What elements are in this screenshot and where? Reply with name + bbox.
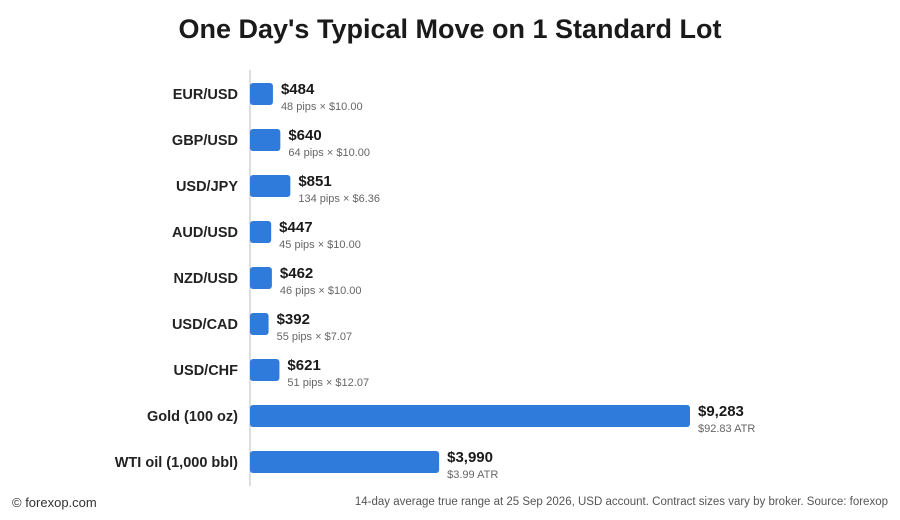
- category-label: WTI oil (1,000 bbl): [115, 455, 238, 471]
- value-label: $621: [287, 357, 320, 374]
- value-label: $462: [280, 265, 313, 282]
- category-label: EUR/USD: [173, 87, 238, 103]
- value-label: $447: [279, 219, 312, 236]
- bar-chart: EUR/USD $484 48 pips × $10.00 GBP/USD $640 64…: [115, 70, 755, 486]
- bar: [250, 359, 280, 381]
- sub-label: 46 pips × $10.00: [280, 285, 362, 297]
- category-label: USD/CHF: [174, 363, 239, 379]
- category-label: GBP/USD: [172, 133, 238, 149]
- value-label: $9,283: [698, 403, 744, 420]
- bar: [250, 313, 269, 335]
- value-label: $484: [281, 81, 315, 98]
- sub-label: $92.83 ATR: [698, 423, 755, 435]
- footer-note: 14-day average true range at 25 Sep 2026…: [354, 496, 888, 508]
- chart-title: One Day's Typical Move on 1 Standard Lot: [178, 14, 722, 44]
- sub-label: 51 pips × $12.07: [287, 377, 369, 389]
- category-label: NZD/USD: [174, 271, 238, 287]
- value-label: $640: [288, 127, 321, 144]
- bar: [250, 267, 272, 289]
- bar: [250, 83, 273, 105]
- category-label: USD/JPY: [176, 179, 238, 195]
- value-label: $851: [298, 173, 331, 190]
- value-label: $3,990: [447, 449, 493, 466]
- category-label: USD/CAD: [172, 317, 238, 333]
- sub-label: 45 pips × $10.00: [279, 239, 361, 251]
- sub-label: 55 pips × $7.07: [277, 331, 353, 343]
- category-label: AUD/USD: [172, 225, 238, 241]
- bar: [250, 221, 272, 243]
- sub-label: 48 pips × $10.00: [281, 101, 363, 113]
- bar: [250, 175, 291, 197]
- sub-label: 134 pips × $6.36: [298, 193, 380, 205]
- bar: [250, 405, 690, 427]
- bar: [250, 451, 440, 473]
- sub-label: 64 pips × $10.00: [288, 147, 370, 159]
- sub-label: $3.99 ATR: [447, 469, 498, 481]
- value-label: $392: [277, 311, 310, 328]
- category-label: Gold (100 oz): [147, 409, 238, 425]
- bar: [250, 129, 281, 151]
- footer-credit: © forexop.com: [12, 495, 97, 510]
